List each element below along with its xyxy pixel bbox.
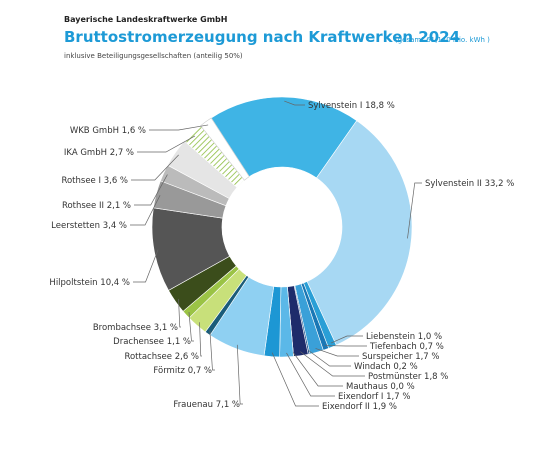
leader-line xyxy=(300,351,365,377)
category-name: Sylvenstein II xyxy=(425,179,482,189)
value-label: 1,7 % xyxy=(415,352,439,362)
slice-label: WKB GmbH 1,6 % xyxy=(70,126,146,136)
category-name: WKB GmbH xyxy=(70,126,119,136)
value-label: 0,7 % xyxy=(188,366,212,376)
value-label: 1,9 % xyxy=(373,402,397,412)
value-label: 2,1 % xyxy=(107,201,131,211)
value-label: 0,7 % xyxy=(420,342,444,352)
leader-line xyxy=(315,348,359,357)
slice-label: Rottachsee 2,6 % xyxy=(124,352,199,362)
category-name: Rothsee II xyxy=(62,201,104,211)
category-name: Mauthaus xyxy=(346,382,388,392)
slice-label: Tiefenbach 0,7 % xyxy=(369,342,444,352)
category-name: Förmitz xyxy=(153,366,185,376)
note: (gesamt 61,140 Mio. kWh ) xyxy=(395,36,490,44)
slice-label: Surspeicher 1,7 % xyxy=(362,352,439,362)
value-label: 3,6 % xyxy=(104,176,128,186)
slice-label: Sylvenstein I 18,8 % xyxy=(308,101,395,111)
leader-line xyxy=(209,330,215,371)
slice xyxy=(210,96,358,179)
value-label: 10,4 % xyxy=(100,278,130,288)
slice-label: Hilpoltstein 10,4 % xyxy=(49,278,130,288)
category-name: Brombachsee xyxy=(93,323,151,333)
leader-line xyxy=(330,335,363,344)
category-name: Eixendorf II xyxy=(322,402,370,412)
category-name: Liebenstein xyxy=(366,332,415,342)
value-label: 0,0 % xyxy=(390,382,414,392)
value-label: 33,2 % xyxy=(485,179,515,189)
leader-line xyxy=(133,249,159,283)
slice-label: Windach 0,2 % xyxy=(354,362,418,372)
value-label: 7,1 % xyxy=(216,400,240,410)
slice-label: Rothsee I 3,6 % xyxy=(61,176,128,186)
slice-label: Liebenstein 1,0 % xyxy=(366,332,442,342)
value-label: 1,8 % xyxy=(424,372,448,382)
leader-line xyxy=(188,311,194,342)
slice-label: IKA GmbH 2,7 % xyxy=(64,148,134,158)
slice-label: Leerstetten 3,4 % xyxy=(51,221,127,231)
leader-line xyxy=(292,352,343,387)
value-label: 1,7 % xyxy=(386,392,410,402)
category-name: Postmünster xyxy=(368,372,422,382)
leader-line xyxy=(407,182,422,239)
category-name: Sylvenstein I xyxy=(308,101,362,111)
leader-line xyxy=(130,195,161,226)
category-name: Rottachsee xyxy=(124,352,172,362)
leader-line xyxy=(307,349,351,367)
category-name: Windach xyxy=(354,362,391,372)
category-name: Drachensee xyxy=(113,337,164,347)
subtitle: inklusive Beteiligungsgesellschaften (an… xyxy=(64,52,243,60)
value-label: 3,4 % xyxy=(103,221,127,231)
category-name: Eixendorf I xyxy=(338,392,383,402)
value-label: 18,8 % xyxy=(365,101,395,111)
slice-label: Eixendorf II 1,9 % xyxy=(322,402,397,412)
slice-label: Förmitz 0,7 % xyxy=(153,366,212,376)
value-label: 1,1 % xyxy=(167,337,191,347)
slice-label: Brombachsee 3,1 % xyxy=(93,323,178,333)
value-label: 1,0 % xyxy=(418,332,442,342)
value-label: 2,6 % xyxy=(175,352,199,362)
slice-label: Mauthaus 0,0 % xyxy=(346,382,415,392)
category-name: Rothsee I xyxy=(61,176,101,186)
publisher: Bayerische Landeskraftwerke GmbH xyxy=(64,15,227,24)
slice xyxy=(306,120,413,346)
donut xyxy=(151,96,413,358)
value-label: 0,2 % xyxy=(393,362,417,372)
slice-label: Drachensee 1,1 % xyxy=(113,337,191,347)
slice xyxy=(200,117,250,181)
leader-line xyxy=(271,352,319,407)
value-label: 2,7 % xyxy=(110,148,134,158)
slice-label: Eixendorf I 1,7 % xyxy=(338,392,410,402)
category-name: IKA GmbH xyxy=(64,148,107,158)
leader-line xyxy=(134,174,168,206)
slice-label: Rothsee II 2,1 % xyxy=(62,201,131,211)
chart-title: Bruttostromerzeugung nach Kraftwerken 20… xyxy=(64,28,460,46)
leader-line xyxy=(236,344,243,405)
category-name: Hilpoltstein xyxy=(49,278,97,288)
slice-label: Postmünster 1,8 % xyxy=(368,372,448,382)
category-name: Leerstetten xyxy=(51,221,100,231)
leader-line xyxy=(284,100,305,106)
slice-label: Sylvenstein II 33,2 % xyxy=(425,179,514,189)
leader-line xyxy=(137,135,196,153)
labels: Sylvenstein I 18,8 % Sylvenstein II 33,2 … xyxy=(49,101,514,412)
leader-line xyxy=(178,298,181,328)
value-label: 1,6 % xyxy=(122,126,146,136)
category-name: Tiefenbach xyxy=(369,342,417,352)
category-name: Surspeicher xyxy=(362,352,413,362)
leader-line xyxy=(131,154,179,181)
leader-line xyxy=(149,124,209,131)
value-label: 3,1 % xyxy=(154,323,178,333)
leader-line xyxy=(199,322,202,357)
slice-label: Frauenau 7,1 % xyxy=(173,400,240,410)
category-name: Frauenau xyxy=(173,400,213,410)
leader-line xyxy=(286,352,335,397)
